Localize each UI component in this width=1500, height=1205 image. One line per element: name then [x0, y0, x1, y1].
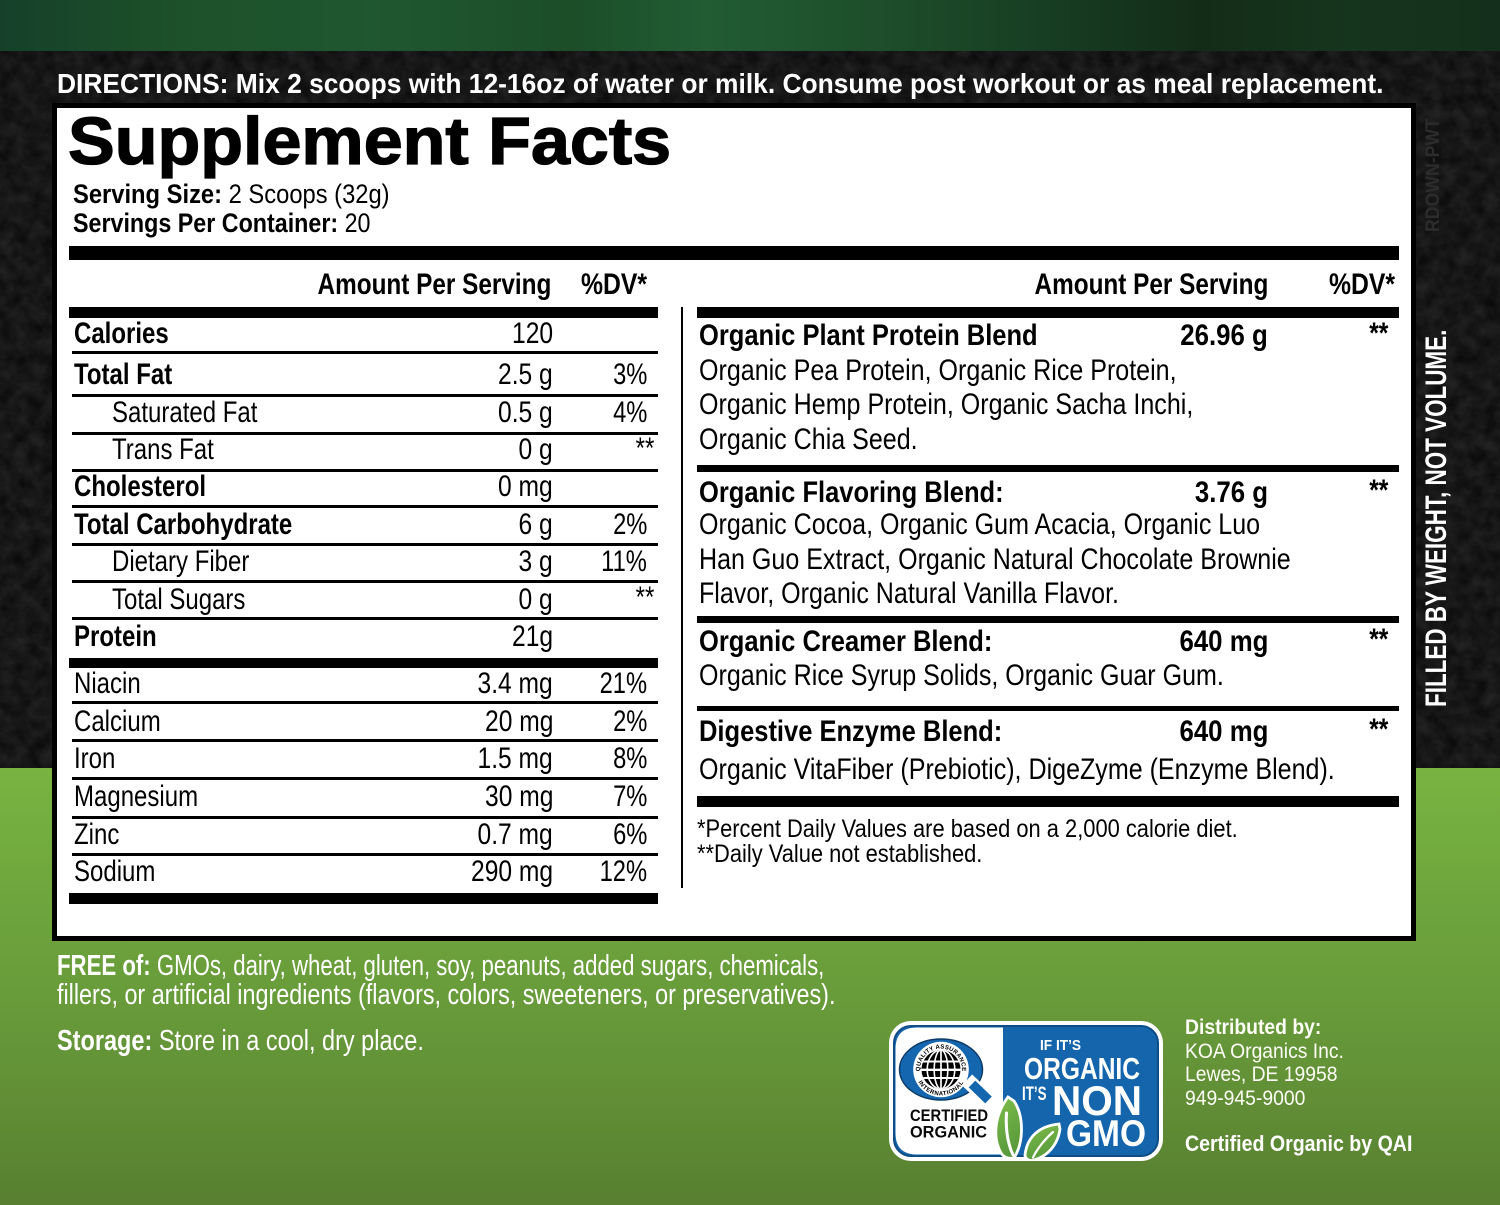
svg-text:IF IT’S: IF IT’S: [1040, 1037, 1081, 1054]
svg-text:ORGANIC: ORGANIC: [1024, 1051, 1140, 1086]
svg-text:CERTIFIED: CERTIFIED: [910, 1107, 988, 1125]
svg-text:NON: NON: [1052, 1077, 1142, 1124]
svg-text:IT’S: IT’S: [1022, 1084, 1047, 1105]
svg-text:ORGANIC: ORGANIC: [910, 1124, 987, 1142]
svg-text:GMO: GMO: [1066, 1113, 1146, 1154]
